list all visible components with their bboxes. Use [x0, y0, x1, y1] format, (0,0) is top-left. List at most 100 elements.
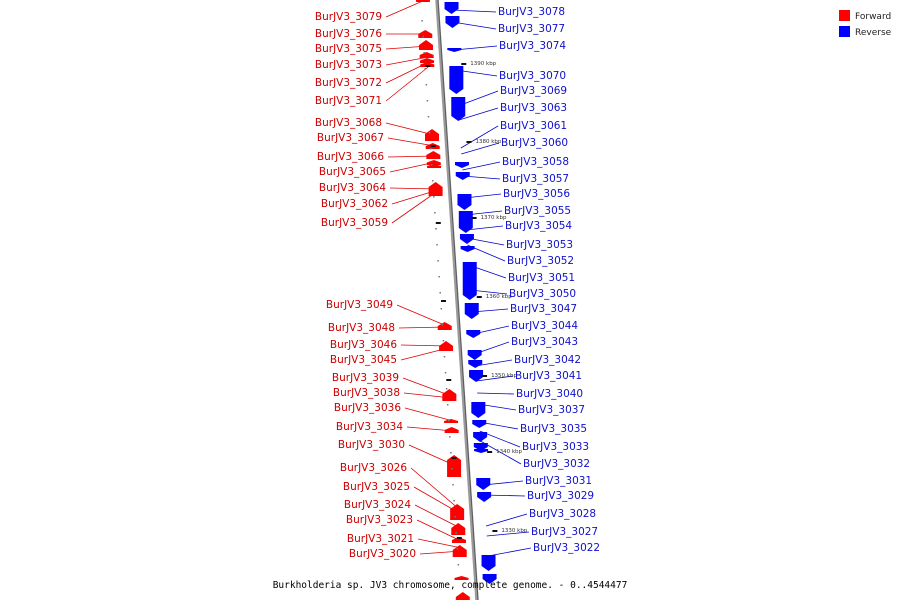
- reverse-gene-arrow: [476, 478, 491, 490]
- track-dot: [421, 20, 423, 22]
- leader-line: [396, 304, 447, 327]
- forward-gene-label: BurJV3_3026: [340, 462, 407, 474]
- forward-gene-arrow: [444, 427, 459, 433]
- leader-line: [417, 538, 462, 549]
- scale-tick: [492, 530, 498, 532]
- forward-gene-arrow: [427, 164, 442, 168]
- track-dot: [453, 500, 455, 502]
- reverse-gene-label: BurJV3_3050: [509, 288, 576, 300]
- scale-tick-label: 1340 kbp: [496, 449, 522, 455]
- track-dot: [450, 452, 452, 454]
- reverse-gene-arrow: [455, 162, 469, 168]
- scale-tick: [435, 222, 441, 224]
- reverse-gene-label: BurJV3_3028: [529, 508, 596, 520]
- forward-gene-arrow: [447, 455, 462, 477]
- chromosome-backbone: [435, 0, 479, 600]
- track-dot: [432, 180, 434, 182]
- forward-gene-arrow: [452, 545, 467, 557]
- forward-gene-label: BurJV3_3030: [338, 439, 405, 451]
- leader-line: [462, 175, 501, 180]
- track-dot: [457, 564, 460, 566]
- forward-gene-label: BurJV3_3048: [328, 322, 395, 334]
- legend-reverse-swatch: [839, 26, 850, 37]
- reverse-gene-label: BurJV3_3022: [533, 542, 600, 554]
- reverse-gene-label: BurJV3_3061: [500, 120, 567, 132]
- forward-gene-arrow: [426, 151, 441, 159]
- track-dot: [424, 68, 427, 70]
- track-dot: [440, 308, 443, 310]
- reverse-gene-arrow: [444, 2, 459, 14]
- legend-reverse-label: Reverse: [855, 28, 892, 38]
- forward-gene-label: BurJV3_3067: [317, 132, 384, 144]
- reverse-gene-label: BurJV3_3060: [501, 137, 568, 149]
- reverse-gene-arrow: [447, 48, 462, 52]
- reverse-gene-label: BurJV3_3041: [515, 370, 582, 382]
- track-dot: [442, 340, 445, 342]
- legend-forward-swatch: [839, 10, 850, 21]
- track-dot: [443, 356, 446, 358]
- reverse-gene-arrow: [455, 172, 470, 180]
- reverse-gene-label: BurJV3_3077: [498, 23, 565, 35]
- forward-gene-arrow: [439, 341, 454, 351]
- legend-forward-label: Forward: [855, 12, 891, 22]
- reverse-gene-arrow: [457, 194, 472, 210]
- reverse-gene-arrow: [481, 555, 496, 571]
- forward-gene-label: BurJV3_3062: [321, 198, 388, 210]
- reverse-gene-arrow: [458, 211, 473, 233]
- leader-line: [452, 21, 497, 30]
- track-dot: [435, 228, 437, 230]
- forward-gene-arrow: [428, 182, 443, 196]
- reverse-gene-label: BurJV3_3057: [502, 173, 569, 185]
- reverse-gene-arrow: [466, 330, 481, 338]
- scale-tick: [446, 379, 452, 381]
- track-dot: [434, 212, 436, 214]
- scale-tick: [425, 65, 431, 67]
- reverse-gene-label: BurJV3_3063: [500, 102, 567, 114]
- leader-line: [404, 407, 454, 422]
- leader-line: [385, 0, 426, 18]
- leader-line: [475, 359, 513, 367]
- scale-tick-label: 1330 kbp: [501, 528, 527, 534]
- forward-gene-arrow: [419, 40, 433, 50]
- reverse-gene-label: BurJV3_3035: [520, 423, 587, 435]
- leader-line: [451, 9, 497, 13]
- reverse-gene-label: BurJV3_3031: [525, 475, 592, 487]
- forward-gene-label: BurJV3_3064: [319, 182, 386, 194]
- reverse-gene-label: BurJV3_3047: [510, 303, 577, 315]
- backbone-line: [435, 0, 479, 600]
- reverse-gene-label: BurJV3_3033: [522, 441, 589, 453]
- track-dot: [422, 36, 424, 38]
- leader-line: [486, 531, 530, 537]
- forward-gene-label: BurJV3_3071: [315, 95, 382, 107]
- reverse-gene-label: BurJV3_3044: [511, 320, 578, 332]
- leader-line: [454, 45, 498, 51]
- scale-tick: [451, 457, 457, 459]
- forward-gene-label: BurJV3_3039: [332, 372, 399, 384]
- track-dot: [438, 276, 440, 278]
- gene-features: [415, 0, 497, 600]
- reverse-gene-label: BurJV3_3074: [499, 40, 566, 52]
- forward-gene-arrow: [442, 389, 457, 401]
- reverse-gene-arrow: [460, 246, 475, 252]
- leader-line: [402, 377, 452, 397]
- reverse-gene-label: BurJV3_3027: [531, 526, 598, 538]
- leader-line: [385, 122, 435, 136]
- forward-gene-arrow: [419, 52, 434, 58]
- track-dot: [423, 52, 425, 54]
- reverse-gene-label: BurJV3_3069: [500, 85, 567, 97]
- gene-labels: BurJV3_3079 BurJV3_3076 BurJV3_3075 BurJV3_…: [315, 6, 600, 560]
- reverse-gene-label: BurJV3_3052: [507, 255, 574, 267]
- forward-gene-label: BurJV3_3025: [343, 481, 410, 493]
- legend: Forward Reverse: [839, 10, 892, 38]
- leader-line: [485, 513, 528, 527]
- forward-gene-arrow: [452, 537, 466, 543]
- forward-gene-label: BurJV3_3034: [336, 421, 403, 433]
- reverse-gene-label: BurJV3_3043: [511, 336, 578, 348]
- track-dot: [444, 372, 447, 374]
- reverse-gene-label: BurJV3_3040: [516, 388, 583, 400]
- forward-gene-label: BurJV3_3021: [347, 533, 414, 545]
- track-dot: [454, 516, 456, 518]
- backbone-edge: [437, 0, 479, 600]
- leader-line: [476, 375, 514, 382]
